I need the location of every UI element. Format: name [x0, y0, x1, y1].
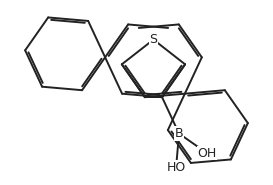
- Text: OH: OH: [197, 147, 216, 160]
- Text: HO: HO: [167, 161, 186, 174]
- Text: B: B: [175, 127, 183, 140]
- Text: S: S: [149, 33, 158, 46]
